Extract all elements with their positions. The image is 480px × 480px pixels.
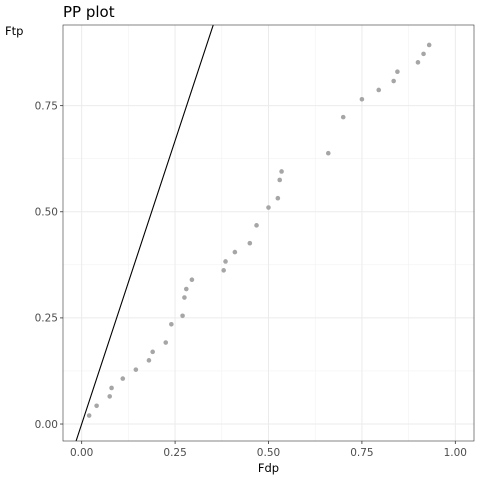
x-tick-label: 0.50	[257, 447, 280, 459]
x-axis-title: Fdp	[258, 461, 279, 475]
data-point	[120, 376, 126, 381]
data-point	[325, 150, 331, 156]
data-point	[94, 403, 99, 409]
data-point	[232, 249, 238, 255]
data-point	[415, 60, 421, 65]
y-tick-label: 0.25	[35, 313, 58, 325]
x-tick-label: 0.00	[70, 447, 93, 459]
data-point	[180, 313, 185, 319]
data-point	[86, 413, 92, 418]
data-point	[391, 78, 396, 84]
data-point	[254, 223, 259, 228]
data-point	[189, 277, 195, 282]
y-tick-label: 0.75	[35, 100, 58, 112]
data-point	[133, 367, 139, 372]
data-point	[184, 286, 189, 292]
data-point	[109, 385, 114, 391]
data-point	[150, 349, 155, 355]
data-point	[247, 240, 253, 246]
axis-ticks: 0.00 0.25 0.50 0.75 1.00 0.00 0.25 0.50 0.75	[35, 100, 467, 459]
chart-title: PP plot	[63, 3, 115, 21]
data-point	[359, 96, 365, 102]
data-point	[107, 394, 113, 399]
data-point	[277, 177, 283, 183]
data-point	[146, 358, 152, 363]
data-point	[279, 169, 284, 174]
data-point	[426, 42, 432, 48]
x-tick-label: 0.75	[350, 447, 373, 459]
x-tick-label: 1.00	[444, 447, 467, 459]
data-point	[221, 268, 226, 273]
y-tick-label: 0.00	[35, 419, 58, 431]
data-point	[266, 205, 271, 210]
y-tick-label: 0.50	[35, 207, 58, 219]
data-point	[163, 340, 169, 345]
reference-line-layer	[75, 25, 214, 441]
data-point	[395, 69, 400, 74]
y-axis-title: Ftp	[5, 24, 23, 38]
data-point	[182, 295, 187, 300]
data-point	[340, 114, 346, 120]
data-point	[376, 87, 382, 93]
data-point	[275, 195, 281, 201]
reference-line	[75, 25, 214, 441]
data-point	[169, 321, 174, 327]
data-point	[421, 51, 426, 57]
x-tick-label: 0.25	[163, 447, 186, 459]
points-layer	[86, 42, 432, 418]
grid	[63, 25, 474, 441]
data-point	[223, 259, 228, 264]
